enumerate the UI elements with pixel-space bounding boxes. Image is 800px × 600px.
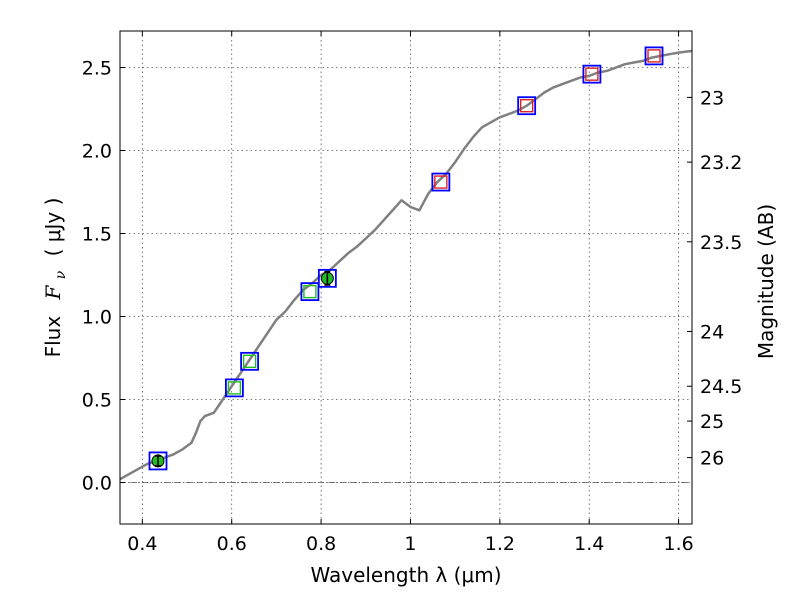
model-flux-marker bbox=[582, 64, 602, 84]
plot-frame bbox=[119, 30, 693, 525]
model-flux-marker bbox=[224, 378, 244, 398]
axis-ticks: 0.4 0.6 0.8 1 1.2 1.4 1.6 0.0 0.5 1.0 1.5 2.0 2.5 23 2… bbox=[82, 31, 742, 555]
right-tick-label: 23.2 bbox=[700, 152, 742, 174]
photometry-point bbox=[240, 351, 259, 371]
model-flux-marker bbox=[240, 351, 259, 371]
x-tick-label: 1.2 bbox=[485, 533, 515, 555]
y-axis-label-unit: ( μJy ) bbox=[41, 198, 65, 257]
observed-flux-marker bbox=[519, 98, 534, 113]
x-tick-label: 1 bbox=[404, 533, 416, 555]
right-tick-label: 23.5 bbox=[700, 232, 742, 254]
x-tick-label: 1.6 bbox=[663, 533, 693, 555]
observed-flux-marker bbox=[242, 354, 257, 369]
model-flux-marker bbox=[148, 451, 168, 471]
photometry-point bbox=[224, 378, 244, 398]
model-spectrum-line bbox=[119, 49, 693, 481]
x-tick-label: 0.8 bbox=[306, 533, 336, 555]
y-tick-label: 2.5 bbox=[82, 58, 112, 80]
photometry-point bbox=[431, 172, 451, 192]
right-tick-label: 23 bbox=[700, 87, 724, 109]
model-flux-marker bbox=[517, 96, 537, 116]
grid bbox=[120, 31, 692, 524]
y-tick-label: 0.5 bbox=[82, 390, 112, 412]
observed-flux-marker bbox=[227, 381, 242, 395]
x-axis-label: Wavelength λ (μm) bbox=[310, 563, 501, 587]
model-flux-marker bbox=[644, 46, 664, 66]
y-axis-label: Flux F ν ( μJy ) bbox=[41, 198, 70, 358]
photometry-point bbox=[317, 268, 337, 288]
y-tick-label: 1.0 bbox=[82, 307, 112, 329]
model-flux-marker bbox=[300, 282, 320, 302]
right-tick-label: 25 bbox=[700, 411, 724, 433]
right-axis-label: Magnitude (AB) bbox=[754, 204, 778, 359]
y-axis-label-subscript: ν bbox=[53, 270, 69, 279]
y-tick-label: 0.0 bbox=[82, 473, 112, 495]
observed-flux-marker bbox=[434, 175, 448, 189]
y-axis-label-symbol: F bbox=[41, 284, 65, 300]
y-tick-label: 1.5 bbox=[82, 224, 112, 246]
right-tick-label: 24 bbox=[700, 321, 724, 343]
observed-flux-marker bbox=[647, 49, 661, 63]
y-axis-label-prefix: Flux bbox=[41, 316, 65, 358]
x-tick-label: 0.6 bbox=[217, 533, 247, 555]
photometry-point bbox=[517, 96, 537, 116]
observed-flux-marker bbox=[303, 284, 317, 299]
photometry-point bbox=[300, 282, 320, 302]
right-tick-label: 24.5 bbox=[700, 376, 742, 398]
observed-flux-marker bbox=[585, 67, 599, 81]
model-flux-marker bbox=[317, 268, 337, 288]
x-tick-label: 1.4 bbox=[574, 533, 604, 555]
photometry-point bbox=[582, 64, 602, 84]
photometry-point bbox=[148, 451, 168, 471]
model-flux-marker bbox=[431, 172, 451, 192]
y-tick-label: 2.0 bbox=[82, 141, 112, 163]
photometry-point bbox=[644, 46, 664, 66]
right-tick-label: 26 bbox=[700, 448, 724, 470]
photometry-points bbox=[148, 46, 664, 471]
x-tick-label: 0.4 bbox=[127, 533, 157, 555]
